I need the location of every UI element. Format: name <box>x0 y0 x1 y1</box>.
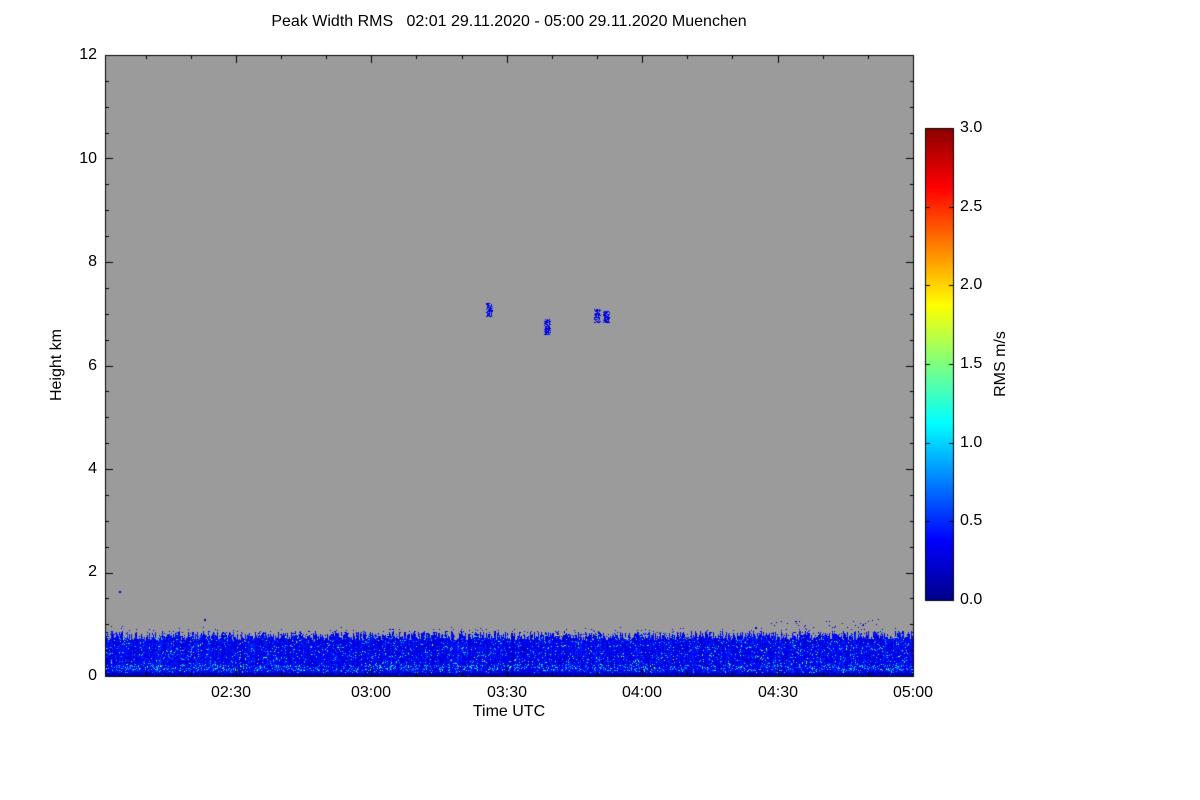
colorbar-tick-label-30: 3.0 <box>960 119 983 136</box>
y-tick-label-6: 6 <box>88 357 97 374</box>
x-tick-label-0330: 03:30 <box>486 684 528 701</box>
colorbar-tick-label-10: 1.0 <box>960 434 983 451</box>
y-tick-label-12: 12 <box>79 46 97 63</box>
x-axis-label: Time UTC <box>472 703 546 720</box>
y-tick-label-8: 8 <box>88 253 97 270</box>
x-tick-label-0300: 03:00 <box>350 684 392 701</box>
x-tick-label-0500: 05:00 <box>892 684 934 701</box>
colorbar-tick-label-00: 0.0 <box>960 591 983 608</box>
y-tick-label-0: 0 <box>88 667 97 684</box>
x-tick-label-0230: 02:30 <box>210 684 252 701</box>
colorbar-tick-label-20: 2.0 <box>960 276 983 293</box>
colorbar-tick-label-25: 2.5 <box>960 198 983 215</box>
colorbar-label: RMS m/s <box>992 331 1009 397</box>
x-tick-label-0400: 04:00 <box>621 684 663 701</box>
colorbar-tick-label-15: 1.5 <box>960 355 983 372</box>
y-tick-label-4: 4 <box>88 460 97 477</box>
chart-title: Peak Width RMS 02:01 29.11.2020 - 05:00 … <box>271 13 747 30</box>
y-tick-label-2: 2 <box>88 563 97 580</box>
y-tick-label-10: 10 <box>79 150 97 167</box>
colorbar-tick-label-05: 0.5 <box>960 512 983 529</box>
x-tick-label-0430: 04:30 <box>757 684 799 701</box>
